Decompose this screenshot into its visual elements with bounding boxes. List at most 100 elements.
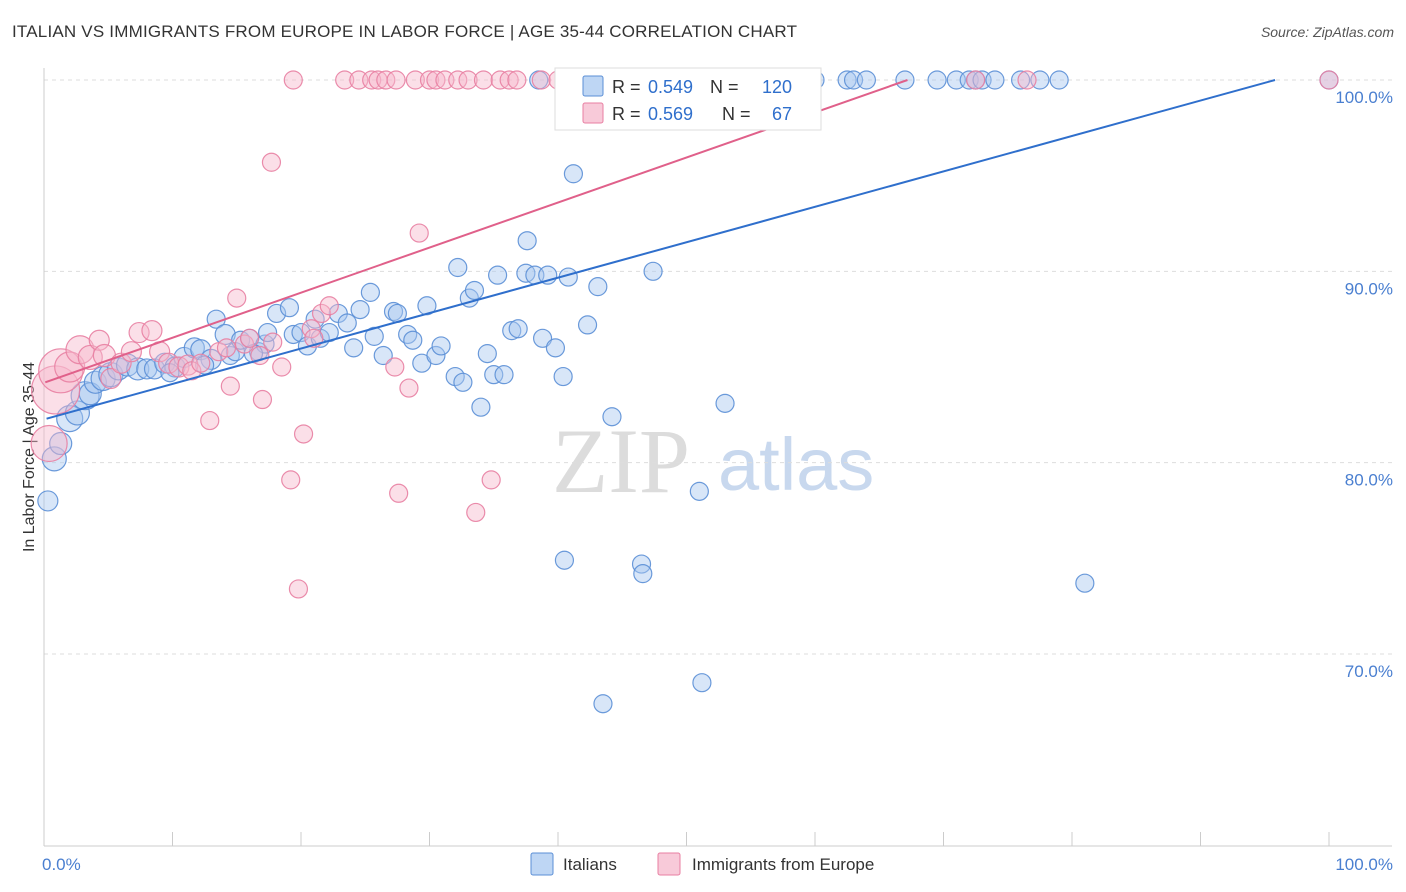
italians-point-29 [257,322,278,343]
immigrants-point-52 [448,70,468,90]
immigrants-point-33 [288,579,309,599]
bottom-legend-label-italians: Italians [563,855,617,874]
italians-point-39 [337,313,357,333]
italians-point-59 [477,344,497,364]
immigrants-point-53 [458,70,478,90]
italians-point-55 [453,372,473,392]
immigrants-point-48 [409,223,429,243]
immigrants-point-23 [227,288,247,308]
legend-r-label-1: R = [612,104,641,124]
bottom-legend: Italians Immigrants from Europe [530,852,874,876]
immigrants-point-18 [191,353,211,373]
italians-point-107 [1010,70,1031,90]
italians-point-81 [633,564,653,584]
immigrants-point-46 [399,378,419,398]
y-tick-label-2: 80.0% [1345,471,1393,490]
legend-swatch-italians [582,75,604,97]
immigrants-point-34 [293,424,314,444]
immigrants-point-59 [507,70,527,90]
immigrants-point-45 [389,483,409,503]
italians-point-32 [283,324,303,345]
italians-point-86 [689,481,709,501]
immigrants-point-15 [168,356,190,378]
watermark-atlas: atlas [718,423,874,506]
immigrants-point-12 [141,320,163,342]
legend-n-value-0: 120 [762,77,792,97]
italians-point-114 [593,694,613,714]
italians-point-42 [360,282,380,302]
source-label: Source: ZipAtlas.com [1260,24,1394,40]
immigrants-point-56 [481,470,501,490]
italians-point-70 [545,338,566,358]
y-tick-labels: 100.0% 90.0% 80.0% 70.0% [1335,88,1393,681]
immigrants-point-60 [531,70,551,90]
bottom-legend-swatch-italians [530,852,554,876]
immigrants-point-40 [362,70,382,90]
italians-trend-line [46,79,1276,420]
italians-point-89 [715,393,735,413]
immigrants-point-29 [263,332,283,352]
immigrants-point-43 [385,357,405,377]
italians-point-76 [602,407,622,427]
legend-r-value-0: 0.549 [648,77,693,97]
immigrants-point-42 [376,70,396,90]
italians-point-110 [1075,573,1095,593]
chart-title: ITALIAN VS IMMIGRANTS FROM EUROPE IN LAB… [12,22,798,41]
immigrants-point-54 [466,502,486,523]
watermark-zip: ZIP [552,410,690,512]
immigrants-point-65 [1319,70,1339,90]
italians-point-61 [488,265,508,285]
italians-point-14 [143,358,166,380]
italians-point-58 [471,397,491,417]
legend-n-label-1: N = [722,104,751,124]
italians-point-113 [554,550,575,570]
italians-point-51 [426,345,446,366]
italians-point-106 [985,70,1005,90]
immigrants-point-22 [220,376,240,396]
immigrants-point-30 [272,357,292,377]
italians-point-101 [927,70,947,90]
italians-point-97 [837,70,857,90]
immigrants-point-44 [386,70,406,90]
immigrants-point-37 [319,296,339,316]
immigrants-point-38 [335,70,355,90]
legend-r-label-0: R = [612,77,641,97]
immigrants-point-19 [200,410,220,431]
italians-point-73 [563,164,584,184]
italians-point-71 [553,366,573,387]
italians-point-40 [344,338,364,358]
immigrants-point-27 [252,389,273,410]
immigrants-point-63 [966,70,986,90]
italians-point-52 [431,336,451,356]
immigrants-point-1 [30,365,81,415]
x-tick-labels: 0.0% 100.0% [42,855,1393,874]
immigrants-points [30,70,1339,599]
immigrants-point-24 [234,334,255,354]
italians-point-48 [403,330,423,350]
italians-point-31 [279,298,300,318]
immigrants-point-47 [405,70,425,90]
immigrants-point-26 [250,345,270,366]
immigrants-point-21 [216,338,237,358]
italians-point-5 [70,381,100,411]
legend-n-value-1: 67 [772,104,792,124]
italians-point-99 [856,70,877,90]
legend-r-value-1: 0.569 [648,104,693,124]
immigrants-point-36 [311,303,332,324]
immigrants-point-64 [1017,70,1037,90]
watermark: ZIP atlas [552,410,874,512]
italians-point-75 [588,277,608,297]
italians-point-64 [508,319,528,339]
italians-point-87 [692,673,712,693]
italians-point-109 [1049,70,1069,90]
y-axis-label: In Labor Force | Age 35-44 [21,362,38,552]
italians-point-41 [350,300,370,320]
italians-point-65 [517,231,537,251]
immigrants-point-3 [54,351,86,383]
y-tick-label-0: 100.0% [1335,88,1393,107]
italians-point-74 [577,315,598,335]
legend-swatch-immigrants [582,102,604,124]
immigrants-point-49 [419,70,440,90]
immigrants-point-31 [281,470,301,490]
